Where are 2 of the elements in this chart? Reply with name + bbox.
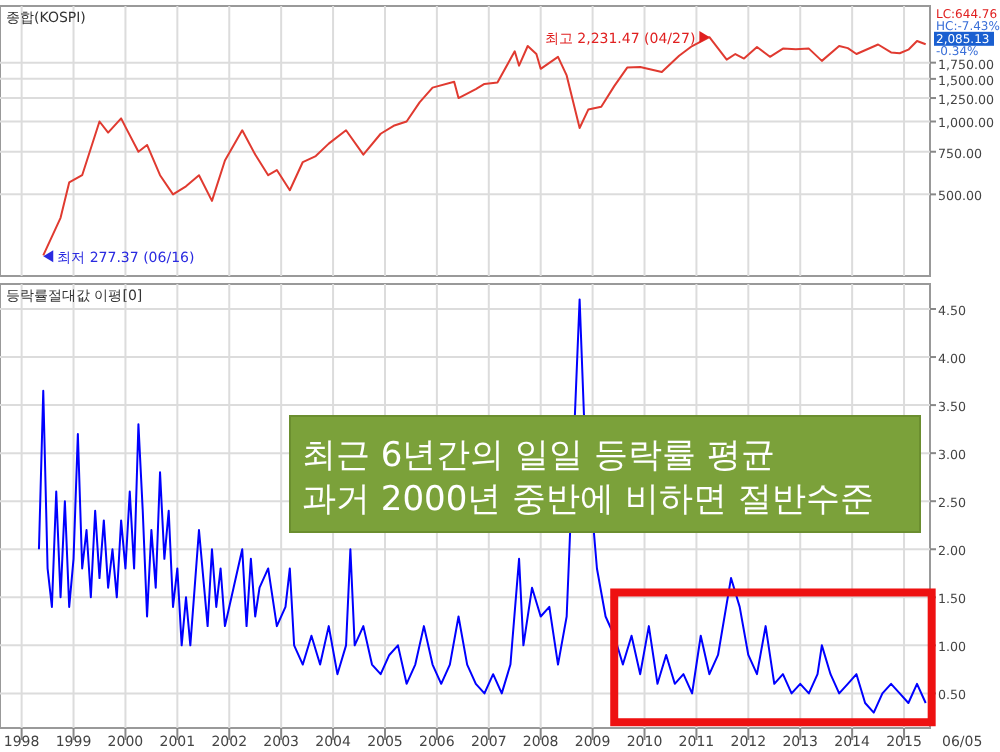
- annotation: 최근 6년간의 일일 등락률 평균 과거 2000년 중반에 비하면 절반수준: [302, 436, 874, 520]
- line-series: [37, 298, 927, 714]
